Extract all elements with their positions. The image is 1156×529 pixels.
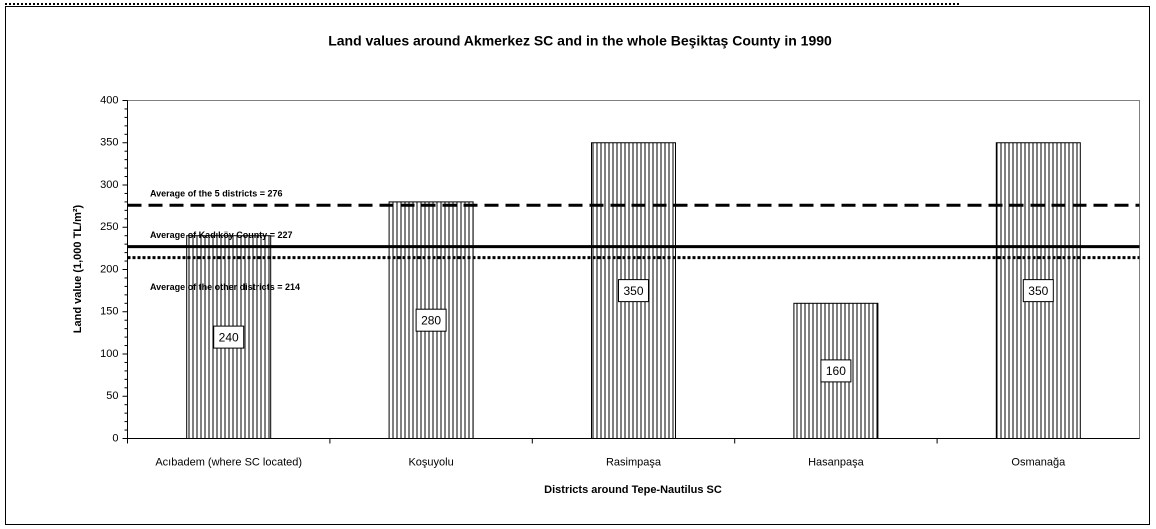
y-tick-label: 250 <box>100 221 118 233</box>
y-tick-label: 350 <box>100 137 118 149</box>
value-label-box <box>415 308 447 332</box>
y-tick-label: 400 <box>100 94 118 106</box>
value-label-box <box>618 279 649 303</box>
y-tick-label: 200 <box>100 263 118 275</box>
frame <box>5 6 1150 525</box>
reference-label: Average of the other districts = 214 <box>150 282 300 292</box>
y-tick-label: 0 <box>112 432 118 444</box>
value-label: 240 <box>219 330 239 344</box>
reference-label: Average of Kadıköy County = 227 <box>150 230 292 240</box>
value-label-box <box>213 325 245 349</box>
reference-label: Average of the 5 districts = 276 <box>150 189 282 199</box>
x-tick-label: Rasimpaşa <box>606 456 662 468</box>
x-tick-label: Osmanağa <box>1011 456 1066 468</box>
y-tick-label: 150 <box>100 306 118 318</box>
x-tick-label: Acıbadem (where SC located) <box>155 456 302 468</box>
x-axis-title: Districts around Tepe-Nautilus SC <box>544 484 722 496</box>
x-tick-label: Koşuyolu <box>408 456 453 468</box>
value-label: 160 <box>826 364 846 378</box>
y-tick-label: 300 <box>100 179 118 191</box>
value-label: 280 <box>421 313 441 327</box>
y-tick-label: 100 <box>100 348 118 360</box>
value-label: 350 <box>1028 284 1048 298</box>
value-label: 350 <box>623 284 643 298</box>
chart-title: Land values around Akmerkez SC and in th… <box>328 33 832 49</box>
value-label-box <box>820 359 852 383</box>
value-label-box <box>1022 279 1054 303</box>
y-axis-title: Land value (1,000 TL/m²) <box>72 204 84 333</box>
y-tick-label: 50 <box>106 390 118 402</box>
x-tick-label: Hasanpaşa <box>808 456 865 468</box>
